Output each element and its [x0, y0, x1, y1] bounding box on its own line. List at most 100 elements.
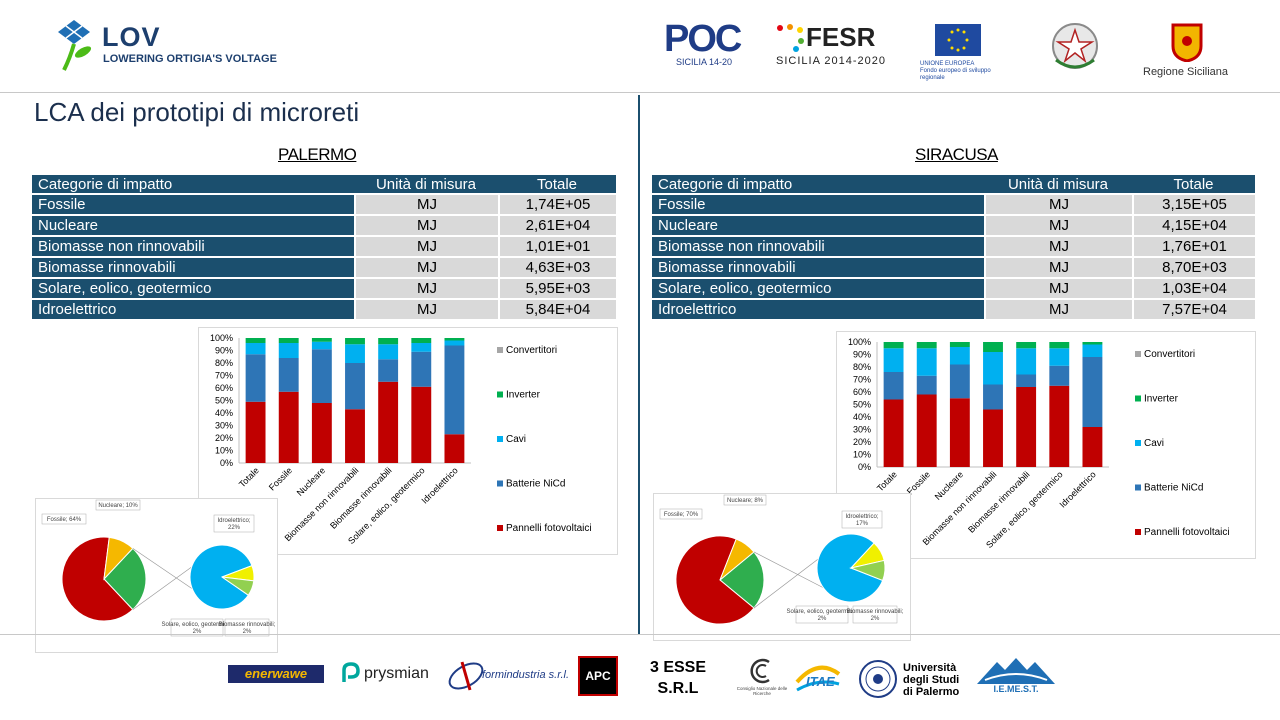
prysmian-icon	[342, 662, 360, 682]
row-category: Biomasse non rinnovabili	[32, 237, 354, 256]
unipa-seal-icon	[859, 660, 897, 698]
bar-segment	[1082, 357, 1103, 427]
apc-logo: APC	[578, 656, 618, 696]
legend-swatch	[1135, 351, 1141, 357]
bar-segment	[444, 434, 465, 463]
y-tick-label: 40%	[215, 408, 233, 418]
bar-segment	[378, 381, 399, 463]
x-tick-label: Biomasse rinnovabili	[966, 469, 1031, 534]
table-row: Nucleare MJ 2,61E+04	[32, 216, 616, 235]
row-category: Solare, eolico, geotermico	[652, 279, 984, 298]
table-header-row: Categorie di impatto Unità di misura Tot…	[32, 175, 616, 193]
table-row: Biomasse non rinnovabili MJ 1,76E+01	[652, 237, 1255, 256]
legend-label: Convertitori	[1144, 349, 1195, 360]
siracusa-pie-chart: Fossile; 70% Nucleare; 8% Idroelettrico; 17…	[653, 493, 911, 641]
row-category: Solare, eolico, geotermico	[32, 279, 354, 298]
bar-segment	[444, 345, 465, 435]
pie-label-box	[213, 514, 255, 533]
row-category: Biomasse rinnovabili	[652, 258, 984, 277]
bar-segment	[278, 358, 299, 392]
y-tick-label: 40%	[853, 412, 871, 422]
pie-label: 2%	[193, 629, 202, 635]
palermo-pie-chart-svg: Fossile; 64%Nucleare; 10%Idroelettrico;2…	[41, 499, 276, 637]
palermo-pie-chart: Fossile; 64% Nucleare; 10% Idroelettrico; 2…	[35, 498, 278, 653]
bar-segment	[278, 343, 299, 358]
pie-slice	[103, 536, 134, 581]
bar-segment	[883, 399, 904, 467]
row-total: 4,15E+04	[1132, 216, 1255, 235]
row-unit: MJ	[984, 216, 1132, 235]
bar-segment	[311, 341, 332, 350]
row-category: Biomasse non rinnovabili	[652, 237, 984, 256]
formindustria-logo: formindustria s.r.l.	[482, 669, 570, 681]
bar-segment	[949, 398, 970, 467]
header-total: Totale	[498, 175, 616, 193]
bar-segment	[345, 363, 365, 410]
bar-segment	[916, 348, 937, 376]
project-subtitle: LOWERING ORTIGIA'S VOLTAGE	[103, 53, 277, 65]
row-category: Fossile	[652, 195, 984, 214]
pie-label: Biomasse rinnovabili;	[847, 609, 904, 615]
legend-label: Inverter	[1144, 394, 1179, 405]
bar-segment	[378, 338, 399, 345]
bar-segment	[411, 343, 432, 352]
pie-slice	[221, 576, 255, 596]
bar-segment	[1049, 348, 1070, 366]
palermo-bar-chart-svg: 0% 10% 20% 30% 40% 50% 60% 70% 80% 90% 100% Totale F…	[210, 333, 592, 546]
poc-subtitle: SICILIA 14-20	[676, 57, 733, 67]
bar-segment	[278, 338, 299, 343]
pie-label-box	[795, 605, 849, 624]
y-tick-label: 90%	[853, 350, 871, 360]
fesr-logo-icon	[777, 24, 804, 52]
header: LOV LOWERING ORTIGIA'S VOLTAGE POC SICIL…	[0, 0, 1280, 92]
poc-logo: POC	[664, 18, 742, 60]
table-header-row: Categorie di impatto Unità di misura Tot…	[652, 175, 1255, 193]
bar-segment	[1016, 374, 1037, 387]
pie-slice	[719, 551, 765, 609]
table-row: Biomasse rinnovabili MJ 8,70E+03	[652, 258, 1255, 277]
legend-label: Cavi	[1144, 438, 1164, 449]
iemest-logo: I.E.ME.S.T.	[993, 684, 1039, 694]
siracusa-title: SIRACUSA	[915, 145, 998, 164]
regione-label: Regione Siciliana	[1143, 66, 1228, 78]
pie-slice	[849, 559, 886, 582]
y-tick-label: 50%	[215, 396, 233, 406]
formindustria-icon	[448, 661, 484, 691]
bar-segment	[949, 347, 970, 365]
legend-label: Inverter	[506, 390, 541, 401]
header-divider	[0, 92, 1280, 93]
row-total: 1,03E+04	[1132, 279, 1255, 298]
row-unit: MJ	[354, 237, 498, 256]
x-tick-label: Fossile	[267, 465, 294, 492]
bar-segment	[411, 386, 432, 463]
header-total: Totale	[1132, 175, 1255, 193]
itae-icon	[795, 665, 841, 692]
legend-swatch	[1135, 484, 1141, 491]
bar-segment	[411, 351, 432, 387]
pie-label: Biomasse rinnovabili;	[219, 622, 276, 628]
table-row: Solare, eolico, geotermico MJ 5,95E+03	[32, 279, 616, 298]
palermo-title: PALERMO	[278, 145, 357, 164]
bar-segment	[1049, 385, 1070, 467]
cnr-label: Consiglio Nazionale delle Ricerche	[736, 686, 788, 696]
legend-swatch	[1135, 529, 1141, 535]
iemest-icon	[977, 658, 1055, 684]
y-tick-label: 50%	[853, 400, 871, 410]
table-row: Solare, eolico, geotermico MJ 1,03E+04	[652, 279, 1255, 298]
table-row: Fossile MJ 3,15E+05	[652, 195, 1255, 214]
legend-swatch	[497, 436, 503, 442]
bar-segment	[883, 372, 904, 400]
row-category: Nucleare	[32, 216, 354, 235]
palermo-table: Categorie di impatto Unità di misura Tot…	[32, 173, 616, 321]
bar-segment	[883, 342, 904, 349]
pie-slice	[189, 544, 253, 610]
x-tick-label: Biomasse rinnovabili	[328, 465, 393, 530]
bar-segment	[245, 401, 266, 463]
bar-segment	[983, 342, 1003, 352]
pie-label: Solare, eolico, geotermico;	[786, 609, 857, 615]
bar-segment	[444, 340, 465, 346]
bar-segment	[245, 343, 266, 355]
row-total: 2,61E+04	[498, 216, 616, 235]
legend-swatch	[497, 480, 503, 487]
row-total: 4,63E+03	[498, 258, 616, 277]
